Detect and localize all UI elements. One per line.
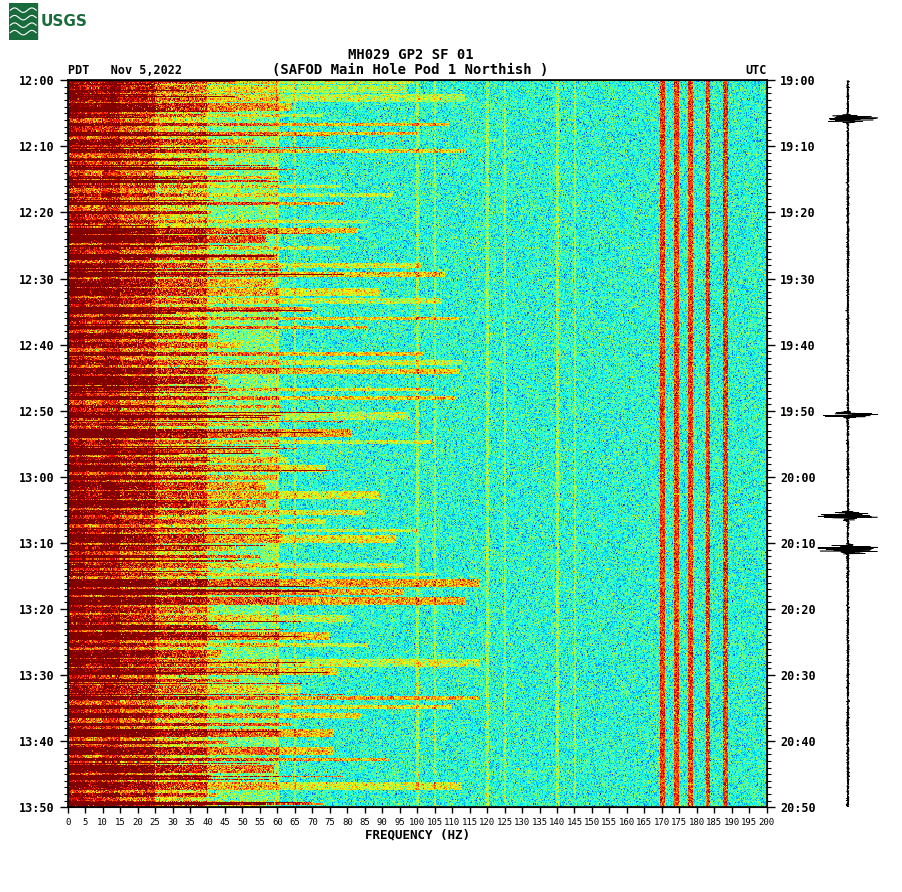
X-axis label: FREQUENCY (HZ): FREQUENCY (HZ) (364, 828, 470, 841)
Text: (SAFOD Main Hole Pod 1 Northish ): (SAFOD Main Hole Pod 1 Northish ) (272, 63, 548, 78)
Text: USGS: USGS (41, 14, 87, 29)
Text: PDT   Nov 5,2022: PDT Nov 5,2022 (68, 64, 181, 77)
Bar (9, 3, 38, 40)
Text: UTC: UTC (745, 64, 767, 77)
Text: MH029 GP2 SF 01: MH029 GP2 SF 01 (347, 48, 474, 62)
